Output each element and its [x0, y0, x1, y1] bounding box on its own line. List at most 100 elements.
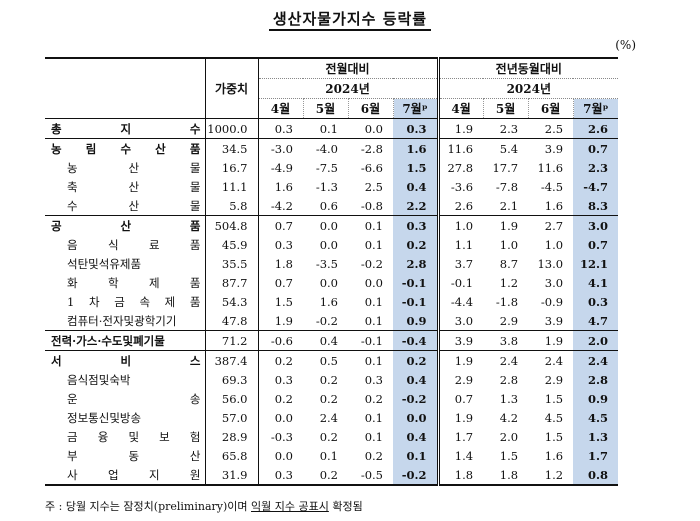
- mom-cell: 0.2: [257, 389, 303, 408]
- yoy-cell: 2.9: [499, 313, 519, 328]
- yoy-cell: 1.0: [544, 237, 564, 252]
- yoy-cell: 17.7: [492, 160, 519, 175]
- yoy-header: 전년동월대비: [436, 57, 619, 79]
- mom-cell: 0.2: [303, 465, 348, 486]
- table-row: 농 산 물 16.7 -4.9 -7.5 -6.6 1.5 27.8 17.7 11.6 2.3: [45, 158, 619, 177]
- yoy-cell: 1.9: [436, 118, 484, 139]
- yoy-cell: 0.9: [573, 389, 619, 408]
- mom-cell: 0.7: [257, 273, 303, 292]
- yoy-cell: 1.3: [573, 427, 619, 446]
- ppi-table: 가중치 전월대비 전년동월대비 2024년 2024년 4월 5월 6월 7월ᵖ…: [45, 57, 619, 486]
- yoy-cell: -4.4: [436, 292, 484, 311]
- yoy-cell: 1.8: [436, 465, 484, 486]
- mom-cell: 0.1: [319, 448, 338, 463]
- mom-cell: 0.1: [364, 294, 383, 309]
- mom-cell: 1.6: [257, 177, 303, 196]
- yoy-cell: 2.9: [544, 372, 564, 387]
- row-label: 서 비 스: [45, 350, 205, 370]
- table-row: 음식점및숙박 69.3 0.3 0.2 0.3 0.4 2.9 2.8 2.9 2.8: [45, 370, 619, 389]
- weight-cell: 69.3: [204, 370, 258, 389]
- yoy-year-header: 2024년: [436, 78, 619, 99]
- yoy-cell: 2.0: [573, 330, 619, 351]
- mom-cell: 0.1: [348, 215, 393, 235]
- mom-cell: -4.0: [303, 138, 348, 158]
- weight-cell: 31.9: [204, 465, 258, 486]
- mom-cell: 0.3: [257, 465, 303, 486]
- yoy-cell: -7.8: [495, 179, 519, 194]
- table-row: 사 업 지 원 31.9 0.3 0.2 -0.5 -0.2 1.8 1.8 1.2 0.8: [45, 465, 619, 486]
- yoy-cell: 2.7: [528, 215, 574, 235]
- mom-cell: 1.5: [257, 292, 303, 311]
- mom-cell: -0.2: [393, 465, 439, 486]
- mom-month-header: 6월: [347, 98, 393, 119]
- yoy-cell: 0.7: [573, 235, 619, 254]
- mom-cell: -0.1: [348, 330, 393, 351]
- mom-year-header: 2024년: [257, 78, 439, 99]
- yoy-cell: 2.8: [573, 370, 619, 389]
- yoy-cell: 11.6: [436, 138, 484, 158]
- mom-cell: 0.4: [303, 330, 348, 351]
- mom-cell: 0.1: [393, 446, 439, 465]
- mom-cell: -0.4: [393, 330, 439, 351]
- yoy-cell: 3.9: [436, 330, 484, 351]
- row-label: 축 산 물: [67, 179, 201, 194]
- mom-cell: -0.6: [257, 330, 303, 351]
- yoy-cell: 0.7: [573, 138, 619, 158]
- yoy-cell: 0.3: [573, 292, 619, 311]
- mom-cell: 2.4: [319, 410, 338, 425]
- yoy-cell: 1.6: [544, 198, 564, 213]
- yoy-cell: 1.9: [528, 330, 574, 351]
- mom-cell: 0.3: [257, 370, 303, 389]
- mom-cell: 1.6: [393, 138, 439, 158]
- mom-cell: 0.0: [348, 118, 393, 139]
- table-body: 총 지 수 1000.0 0.3 0.1 0.0 0.3 1.9 2.3 2.5 2.6 농 림 수…: [45, 118, 619, 486]
- mom-cell: 0.4: [393, 427, 439, 446]
- weight-cell: 35.5: [204, 254, 258, 273]
- mom-cell: 1.5: [393, 158, 439, 177]
- yoy-cell: 2.0: [499, 429, 519, 444]
- yoy-month-header: 4월: [436, 98, 484, 119]
- yoy-cell: 3.0: [573, 215, 619, 235]
- mom-cell: 0.2: [319, 372, 338, 387]
- yoy-cell: 1.5: [544, 429, 564, 444]
- table-row: 정보통신및방송 57.0 0.0 2.4 0.1 0.0 1.9 4.2 4.5 4.5: [45, 408, 619, 427]
- yoy-cell: -0.1: [436, 273, 484, 292]
- footnote: 주 : 당월 지수는 잠정치(preliminary)이며 익월 지수 공표시 …: [45, 500, 363, 513]
- row-label: 부 동 산: [67, 448, 201, 463]
- mom-cell: -4.9: [257, 158, 303, 177]
- mom-cell: 0.1: [364, 237, 383, 252]
- mom-cell: -0.5: [348, 465, 393, 486]
- yoy-cell: 4.2: [499, 410, 519, 425]
- yoy-cell: 1.9: [436, 408, 484, 427]
- mom-cell: 0.1: [348, 350, 393, 370]
- row-label: 전력·가스·수도및폐기물: [45, 330, 205, 351]
- yoy-cell: 4.5: [573, 408, 619, 427]
- mom-cell: 0.7: [257, 215, 303, 235]
- unit-label: (%): [615, 38, 636, 52]
- row-label: 공 산 품: [45, 215, 205, 235]
- mom-cell: 0.4: [393, 370, 439, 389]
- mom-cell: 0.0: [257, 446, 303, 465]
- table-row: 공 산 품 504.8 0.7 0.0 0.1 0.3 1.0 1.9 2.7 3.0: [45, 215, 619, 235]
- yoy-cell: 0.7: [436, 389, 484, 408]
- table-row: 축 산 물 11.1 1.6 -1.3 2.5 0.4 -3.6 -7.8 -4.5 -4.7: [45, 177, 619, 196]
- row-label: 음 식 료 품: [67, 237, 201, 252]
- yoy-cell: 3.9: [528, 138, 574, 158]
- label-header: [45, 57, 205, 119]
- mom-cell: 0.2: [393, 235, 439, 254]
- weight-cell: 387.4: [204, 350, 258, 370]
- yoy-cell: 4.1: [573, 273, 619, 292]
- weight-cell: 56.0: [204, 389, 258, 408]
- mom-cell: 2.5: [364, 179, 383, 194]
- yoy-cell: 13.0: [537, 256, 564, 271]
- yoy-cell: 2.4: [573, 350, 619, 370]
- yoy-cell: -4.7: [573, 177, 619, 196]
- yoy-cell: 1.3: [499, 391, 519, 406]
- mom-cell: -0.1: [393, 273, 439, 292]
- yoy-cell: 12.1: [573, 254, 619, 273]
- row-label: 금 융 및 보 험: [67, 429, 201, 444]
- row-label: 총 지 수: [45, 118, 205, 139]
- mom-cell: 2.8: [393, 254, 439, 273]
- mom-cell: 0.0: [319, 275, 338, 290]
- table-row: 컴퓨터·전자및광학기기 47.8 1.9 -0.2 0.1 0.9 3.0 2.9 3.9 4.7: [45, 311, 619, 331]
